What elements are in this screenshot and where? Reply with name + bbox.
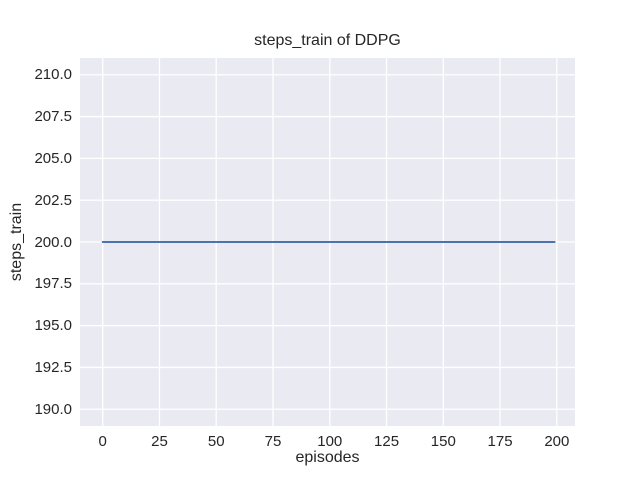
x-tick-label: 175 [487,433,513,450]
y-tick-label: 210.0 [34,66,72,84]
y-tick-label: 207.5 [34,108,72,126]
x-tick-label: 200 [544,433,570,450]
x-tick-label: 125 [374,433,400,450]
y-tick-label: 195.0 [34,317,72,335]
x-tick-label: 50 [207,433,225,450]
y-tick-label: 205.0 [34,149,72,167]
plot-canvas [80,58,575,426]
x-tick-label: 25 [151,433,168,450]
y-tick-label: 200.0 [34,233,72,251]
y-tick-label: 197.5 [34,275,72,293]
x-tick-label: 75 [264,433,282,450]
y-tick-label: 190.0 [34,400,72,418]
x-tick-label: 100 [317,433,343,450]
x-tick-label: 0 [98,433,107,450]
chart-title: steps_train of DDPG [254,32,401,49]
plot-area [80,58,575,426]
y-axis-label: steps_train [8,202,25,282]
x-tick-label: 150 [430,433,456,450]
y-tick-label: 192.5 [34,358,72,376]
x-axis-label: episodes [295,449,360,466]
y-tick-label: 202.5 [34,191,72,209]
